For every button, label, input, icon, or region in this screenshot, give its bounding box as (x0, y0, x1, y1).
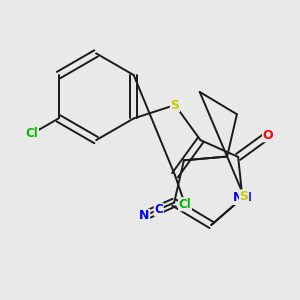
Text: S: S (240, 190, 249, 203)
Text: Cl: Cl (178, 198, 191, 211)
Text: N: N (139, 209, 150, 222)
Text: C: C (154, 203, 163, 216)
Text: O: O (263, 129, 273, 142)
Text: NH: NH (232, 191, 252, 204)
Text: Cl: Cl (26, 127, 38, 140)
Text: S: S (170, 98, 179, 112)
